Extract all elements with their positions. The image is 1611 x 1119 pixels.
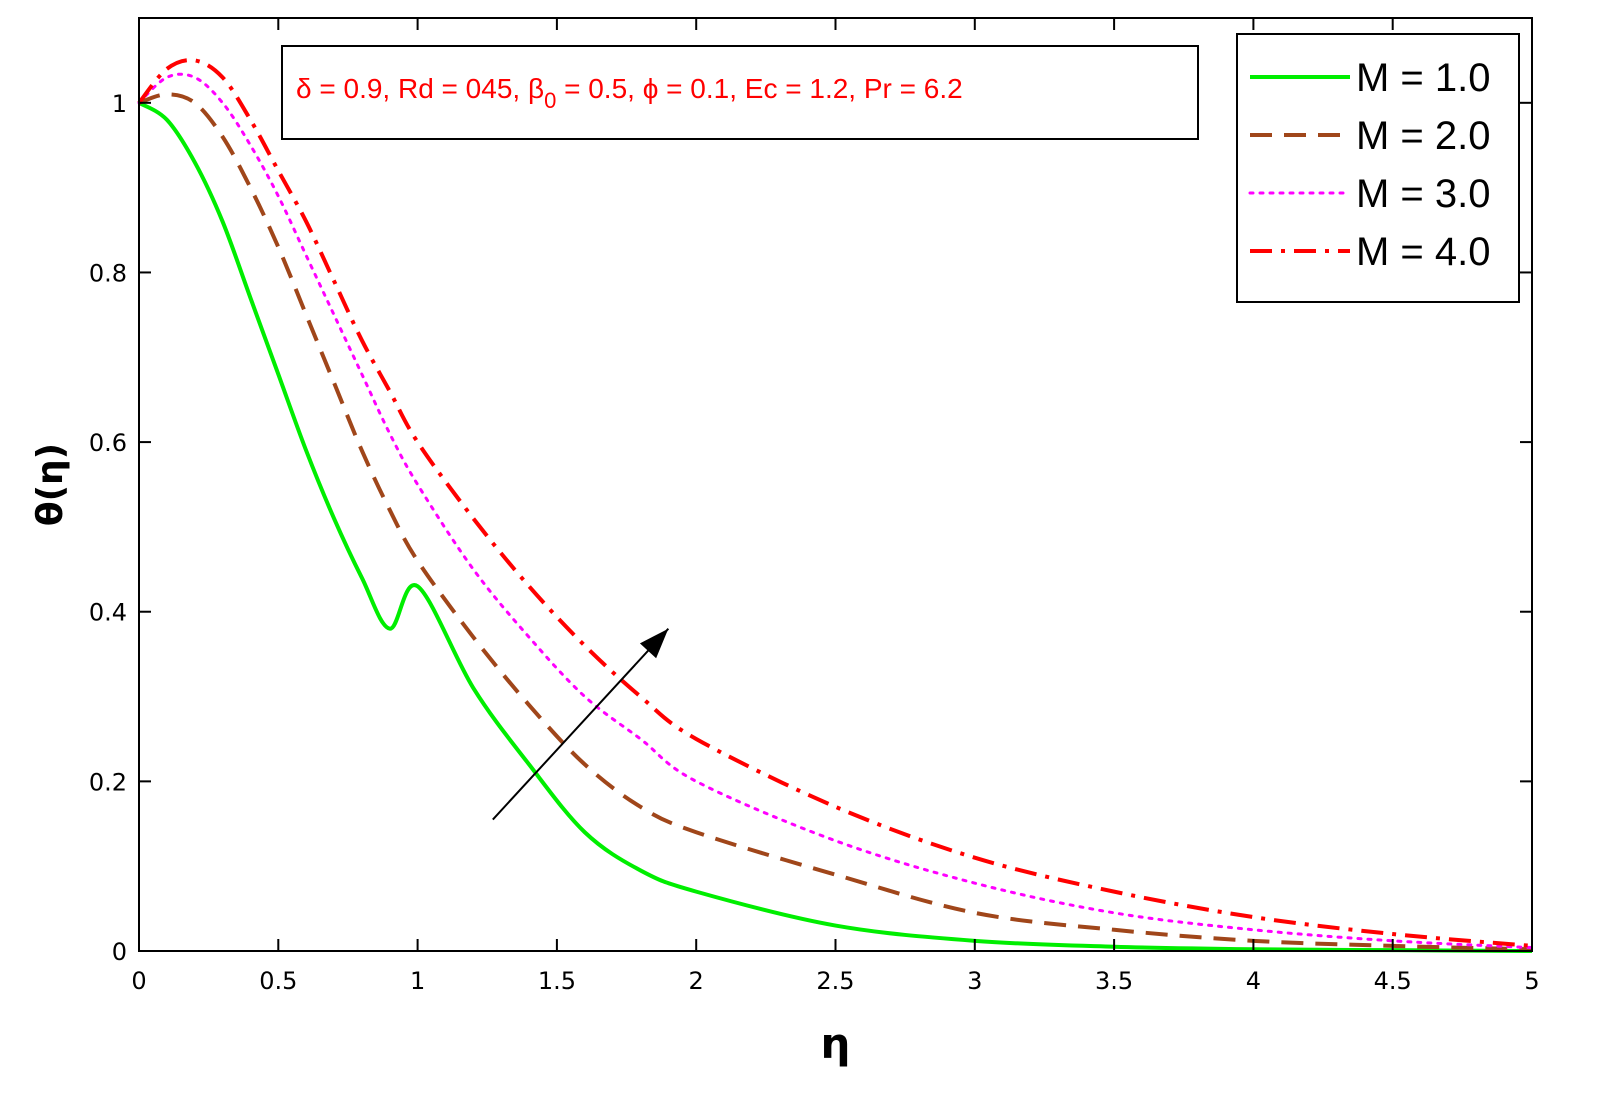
- y-tick-label: 0: [112, 938, 127, 966]
- series-line-4: [137, 58, 1533, 948]
- x-tick-label: 4.5: [1374, 967, 1412, 995]
- x-tick-label: 0: [131, 967, 146, 995]
- x-axis-title: η: [821, 1019, 851, 1068]
- annotation-part-1: δ = 0.9, Rd = 045, β: [296, 73, 544, 104]
- legend-label: M = 2.0: [1356, 114, 1491, 158]
- y-axis-title: θ(η): [30, 443, 71, 526]
- arrow-shaft: [492, 628, 670, 821]
- x-tick-label: 3.5: [1095, 967, 1133, 995]
- trend-arrow: [492, 628, 670, 821]
- legend: M = 1.0 M = 2.0 M = 3.0 M = 4.0: [1236, 33, 1520, 303]
- x-tick-label: 2.5: [816, 967, 854, 995]
- annotation-frame: [281, 45, 1199, 140]
- x-tick-label: 1.5: [538, 967, 576, 995]
- y-tick-label: 0.8: [89, 259, 127, 287]
- tick-layer: 0 0.5 1 1.5 2 2.5 3 3.5 4 4.5 5 0 0.2 0.4 0.6 0.8 1: [89, 18, 1540, 995]
- y-tick-label: 0.2: [89, 768, 127, 796]
- annotation-text: δ = 0.9, Rd = 045, β0 = 0.5, ϕ = 0.1, Ec…: [296, 73, 963, 113]
- parameter-annotation: δ = 0.9, Rd = 045, β0 = 0.5, ϕ = 0.1, Ec…: [281, 45, 1199, 140]
- x-tick-label: 4: [1246, 967, 1261, 995]
- x-tick-label: 2: [689, 967, 704, 995]
- x-tick-label: 3: [967, 967, 982, 995]
- y-tick-label: 0.6: [89, 429, 127, 457]
- legend-label: M = 3.0: [1356, 172, 1491, 216]
- y-tick-label: 0.4: [89, 599, 127, 627]
- x-tick-label: 1: [410, 967, 425, 995]
- series-line-2: [138, 92, 1533, 952]
- legend-label: M = 1.0: [1356, 56, 1491, 100]
- arrow-head: [639, 628, 669, 659]
- y-tick-label: 1: [112, 90, 127, 118]
- annotation-subscript: 0: [544, 88, 556, 113]
- annotation-part-2: = 0.5, ϕ = 0.1, Ec = 1.2, Pr = 6.2: [556, 73, 962, 104]
- x-tick-label: 5: [1524, 967, 1539, 995]
- x-tick-label: 0.5: [259, 967, 297, 995]
- legend-label: M = 4.0: [1356, 230, 1491, 274]
- series-line-3: [137, 72, 1534, 950]
